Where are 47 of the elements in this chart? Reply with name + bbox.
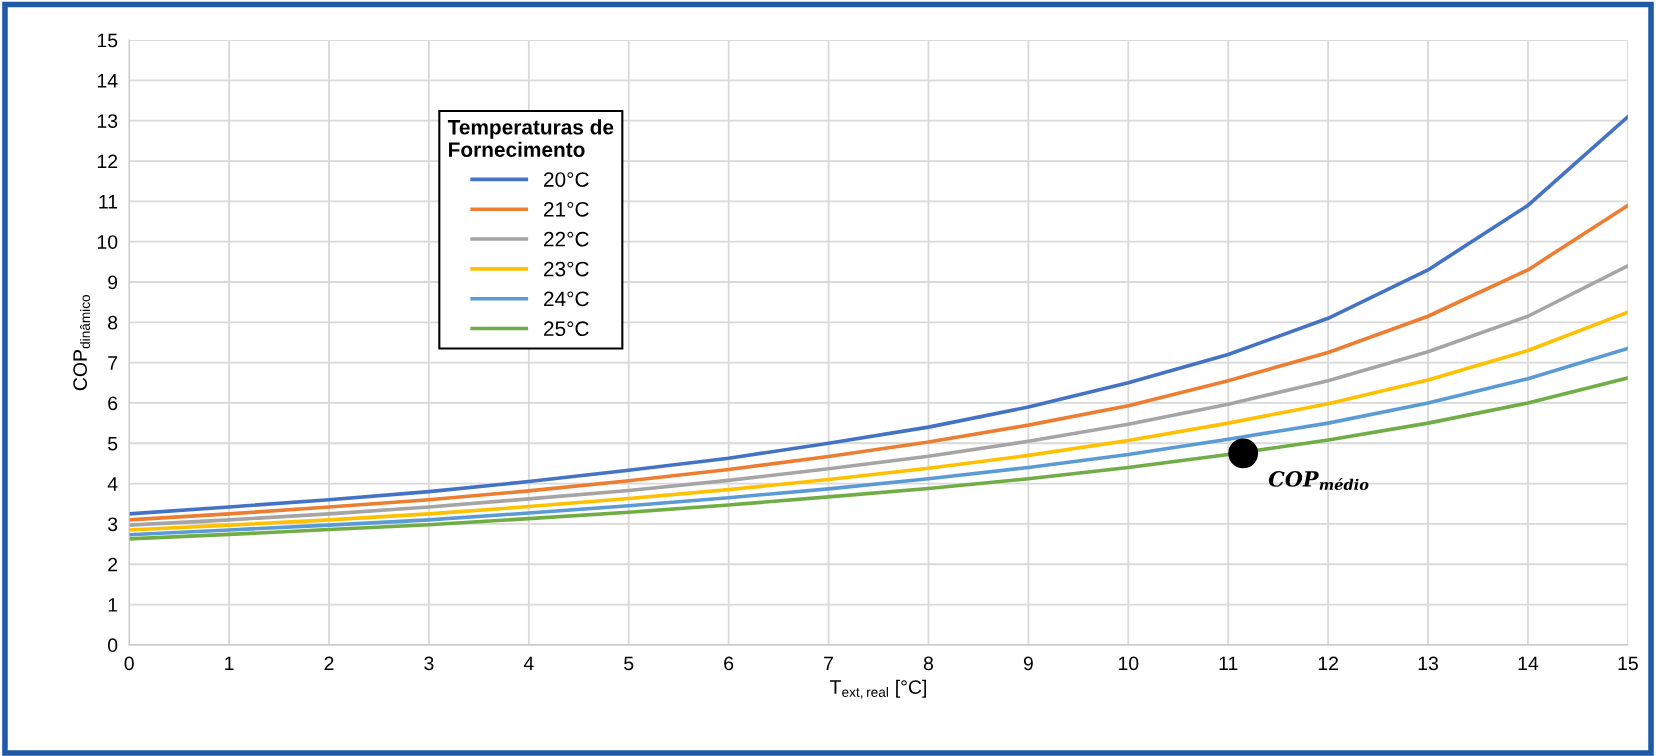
x-tick-label: 6 [724,656,734,671]
x-tick-label: 1 [225,656,234,671]
x-tick-label: 7 [824,656,833,671]
legend-label: 23°C [544,261,589,277]
y-tick-label: 13 [97,114,118,128]
y-tick-label: 15 [97,33,118,48]
legend-label: 24°C [544,291,589,307]
x-tick-label: 14 [1518,656,1539,671]
x-tick-label: 10 [1118,656,1139,671]
line-series [129,346,1628,537]
x-tick-label: 9 [1023,656,1033,671]
line-series [129,114,1628,516]
legend-label: 21°C [544,201,589,217]
annotation: COP$_{médio}$ [1268,471,1369,490]
y-tick-label: 11 [99,195,118,209]
y-tick-label: 7 [108,356,118,370]
legend-label: 20°C [544,172,589,187]
x-tick-label: 15 [1618,656,1638,671]
y-tick-label: 0 [108,638,118,653]
line-series [129,376,1628,541]
y-tick-label: 3 [107,517,118,532]
legend-label: 25°C [544,321,589,337]
y-tick-label: 4 [107,477,118,491]
y-tick-label: 12 [97,154,118,169]
y-tick-label: 10 [97,235,118,249]
x-tick-label: 13 [1418,656,1438,671]
x-tick-label: 2 [324,656,334,671]
x-tick-label: 11 [1219,656,1238,671]
y-tick-label: 9 [108,275,118,290]
y-tick-label: 14 [97,74,118,88]
x-tick-label: 8 [923,656,934,671]
x-axis-title: T$_{ext,real}$ [°C] [829,679,926,699]
legend-label: 22°C [544,231,589,247]
y-tick-label: 2 [108,557,118,572]
y-tick-label: 5 [108,436,118,451]
x-tick-label: 12 [1318,656,1338,671]
y-tick-label: 6 [108,396,118,411]
line-series [129,310,1628,532]
x-tick-label: 5 [624,656,634,671]
y-axis-title: COP$_{dinâmico}$ [73,294,91,391]
line-series [129,203,1628,522]
y-tick-label: 8 [108,315,118,330]
x-tick-label: 0 [124,656,134,671]
legend-title: Temperaturas de Fornecimento [447,119,614,158]
y-tick-label: 1 [108,598,118,612]
x-tick-label: 4 [523,656,534,671]
x-tick-label: 3 [424,656,434,671]
